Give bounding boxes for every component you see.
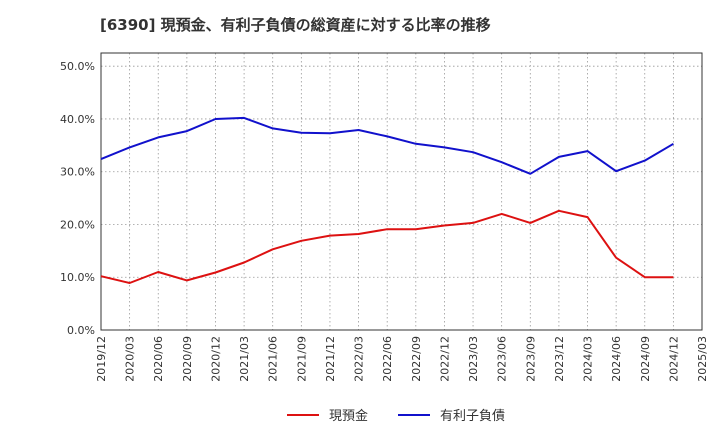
x-tick-label: 2022/03 — [353, 336, 366, 382]
x-tick-label: 2021/12 — [324, 336, 337, 382]
x-tick-label: 2025/03 — [696, 336, 709, 382]
y-tick-label: 0.0% — [67, 324, 95, 337]
plot-area — [101, 53, 702, 330]
x-tick-label: 2023/12 — [553, 336, 566, 382]
x-tick-label: 2022/09 — [410, 336, 423, 382]
x-tick-label: 2023/03 — [467, 336, 480, 382]
x-tick-label: 2019/12 — [95, 336, 108, 382]
legend-label-0: 現預金 — [329, 408, 368, 424]
y-tick-label: 20.0% — [60, 218, 95, 231]
x-tick-label: 2020/03 — [124, 336, 137, 382]
y-tick-label: 50.0% — [60, 60, 95, 73]
x-tick-label: 2023/09 — [524, 336, 537, 382]
x-tick-label: 2020/12 — [209, 336, 222, 382]
legend-label-1: 有利子負債 — [440, 409, 505, 424]
x-tick-label: 2021/03 — [238, 336, 251, 382]
x-tick-label: 2021/06 — [267, 336, 280, 382]
y-tick-label: 40.0% — [60, 113, 95, 126]
y-tick-label: 10.0% — [60, 271, 95, 284]
x-tick-label: 2023/06 — [496, 336, 509, 382]
x-tick-label: 2020/06 — [152, 336, 165, 382]
series-line-0 — [100, 209, 674, 284]
x-tick-label: 2022/12 — [438, 336, 451, 382]
x-tick-label: 2024/12 — [667, 336, 680, 382]
y-tick-label: 30.0% — [60, 166, 95, 179]
x-tick-label: 2022/06 — [381, 336, 394, 382]
x-tick-label: 2024/03 — [582, 336, 595, 382]
plot-border — [100, 52, 703, 331]
x-tick-label: 2020/09 — [181, 336, 194, 382]
x-tick-label: 2021/09 — [295, 336, 308, 382]
x-tick-label: 2024/09 — [639, 336, 652, 382]
series-line-1 — [100, 116, 674, 175]
x-tick-label: 2024/06 — [610, 336, 623, 382]
chart-title: [6390] 現預金、有利子負債の総資産に対する比率の推移 — [100, 16, 491, 34]
